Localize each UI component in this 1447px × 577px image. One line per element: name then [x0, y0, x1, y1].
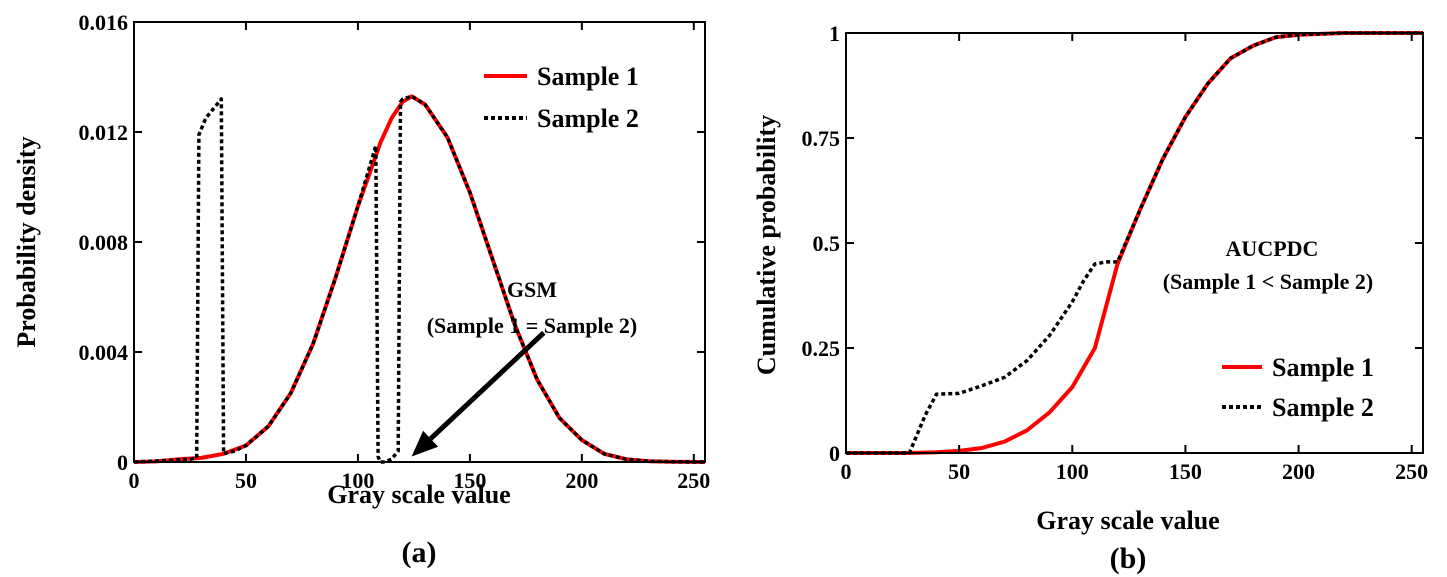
series-line-sample-1: [133, 94, 706, 464]
y-tick-label: 0.016: [79, 10, 129, 35]
x-tick-label: 150: [453, 468, 486, 493]
panel-b-legend: Sample 1 Sample 2: [1222, 353, 1374, 422]
y-tick-label: 0.25: [802, 336, 841, 361]
panel-b-series: [846, 31, 1423, 455]
annotation-aucpdc-subtitle: (Sample 1 < Sample 2): [1163, 269, 1374, 294]
panel-a-ylabel: Probability density: [12, 136, 41, 347]
annotation-gsm-subtitle: (Sample 1 = Sample 2): [427, 313, 638, 338]
panel-b-axes-frame: [845, 32, 1424, 454]
x-tick-label: 0: [129, 468, 140, 493]
panel-a-label: (a): [402, 536, 437, 569]
panel-b-ylabel: Cumulative probability: [752, 115, 781, 375]
y-tick-label: 0.75: [802, 126, 841, 151]
annotation-aucpdc-title: AUCPDC: [1226, 236, 1319, 261]
panel-b-label: (b): [1110, 542, 1147, 575]
series-line-sample-1: [846, 31, 1423, 455]
y-tick-label: 0.004: [79, 340, 129, 365]
legend-label-sample-2: Sample 2: [537, 104, 639, 133]
x-tick-label: 50: [235, 468, 257, 493]
y-tick-label: 0.012: [79, 120, 129, 145]
y-tick-label: 0: [117, 450, 128, 475]
legend-label-sample-2: Sample 2: [1272, 393, 1374, 422]
arrow-shaft: [428, 330, 546, 441]
legend-label-sample-1: Sample 1: [537, 62, 639, 91]
y-tick-label: 0.5: [813, 231, 841, 256]
annotation-gsm-title: GSM: [507, 277, 557, 302]
panel-a-series: [133, 94, 706, 464]
x-tick-label: 0: [841, 459, 852, 484]
y-tick-label: 0: [829, 441, 840, 466]
x-tick-label: 250: [677, 468, 710, 493]
panel-b-xlabel: Gray scale value: [1036, 506, 1219, 535]
panel-a-xlabel: Gray scale value: [327, 480, 510, 509]
series-line-sample-2: [133, 94, 706, 464]
panel-a-ticks: 0 50 100 150 200 250 0 0.004 0.008 0.012 0.016: [79, 10, 711, 493]
x-tick-label: 250: [1395, 459, 1428, 484]
panel-b: 0 50 100 150 200 250 0 0.25 0.5 0.75 1 Gray scale …: [752, 21, 1428, 575]
x-tick-label: 200: [1282, 459, 1315, 484]
x-tick-label: 100: [341, 468, 374, 493]
x-tick-label: 50: [948, 459, 970, 484]
panel-a: 0 50 100 150 200 250 0 0.004 0.008 0.012 0.016 Gra…: [12, 10, 710, 569]
y-tick-label: 1: [829, 21, 840, 46]
x-tick-label: 200: [565, 468, 598, 493]
legend-label-sample-1: Sample 1: [1272, 353, 1374, 382]
series-line-sample-2: [846, 31, 1423, 455]
x-tick-label: 150: [1169, 459, 1202, 484]
y-tick-label: 0.008: [79, 230, 129, 255]
panel-a-legend: Sample 1 Sample 2: [484, 62, 639, 133]
panel-b-ticks: 0 50 100 150 200 250 0 0.25 0.5 0.75 1: [802, 21, 1429, 484]
arrow-head: [411, 430, 439, 457]
annotation-arrow: [411, 330, 546, 457]
x-tick-label: 100: [1056, 459, 1089, 484]
